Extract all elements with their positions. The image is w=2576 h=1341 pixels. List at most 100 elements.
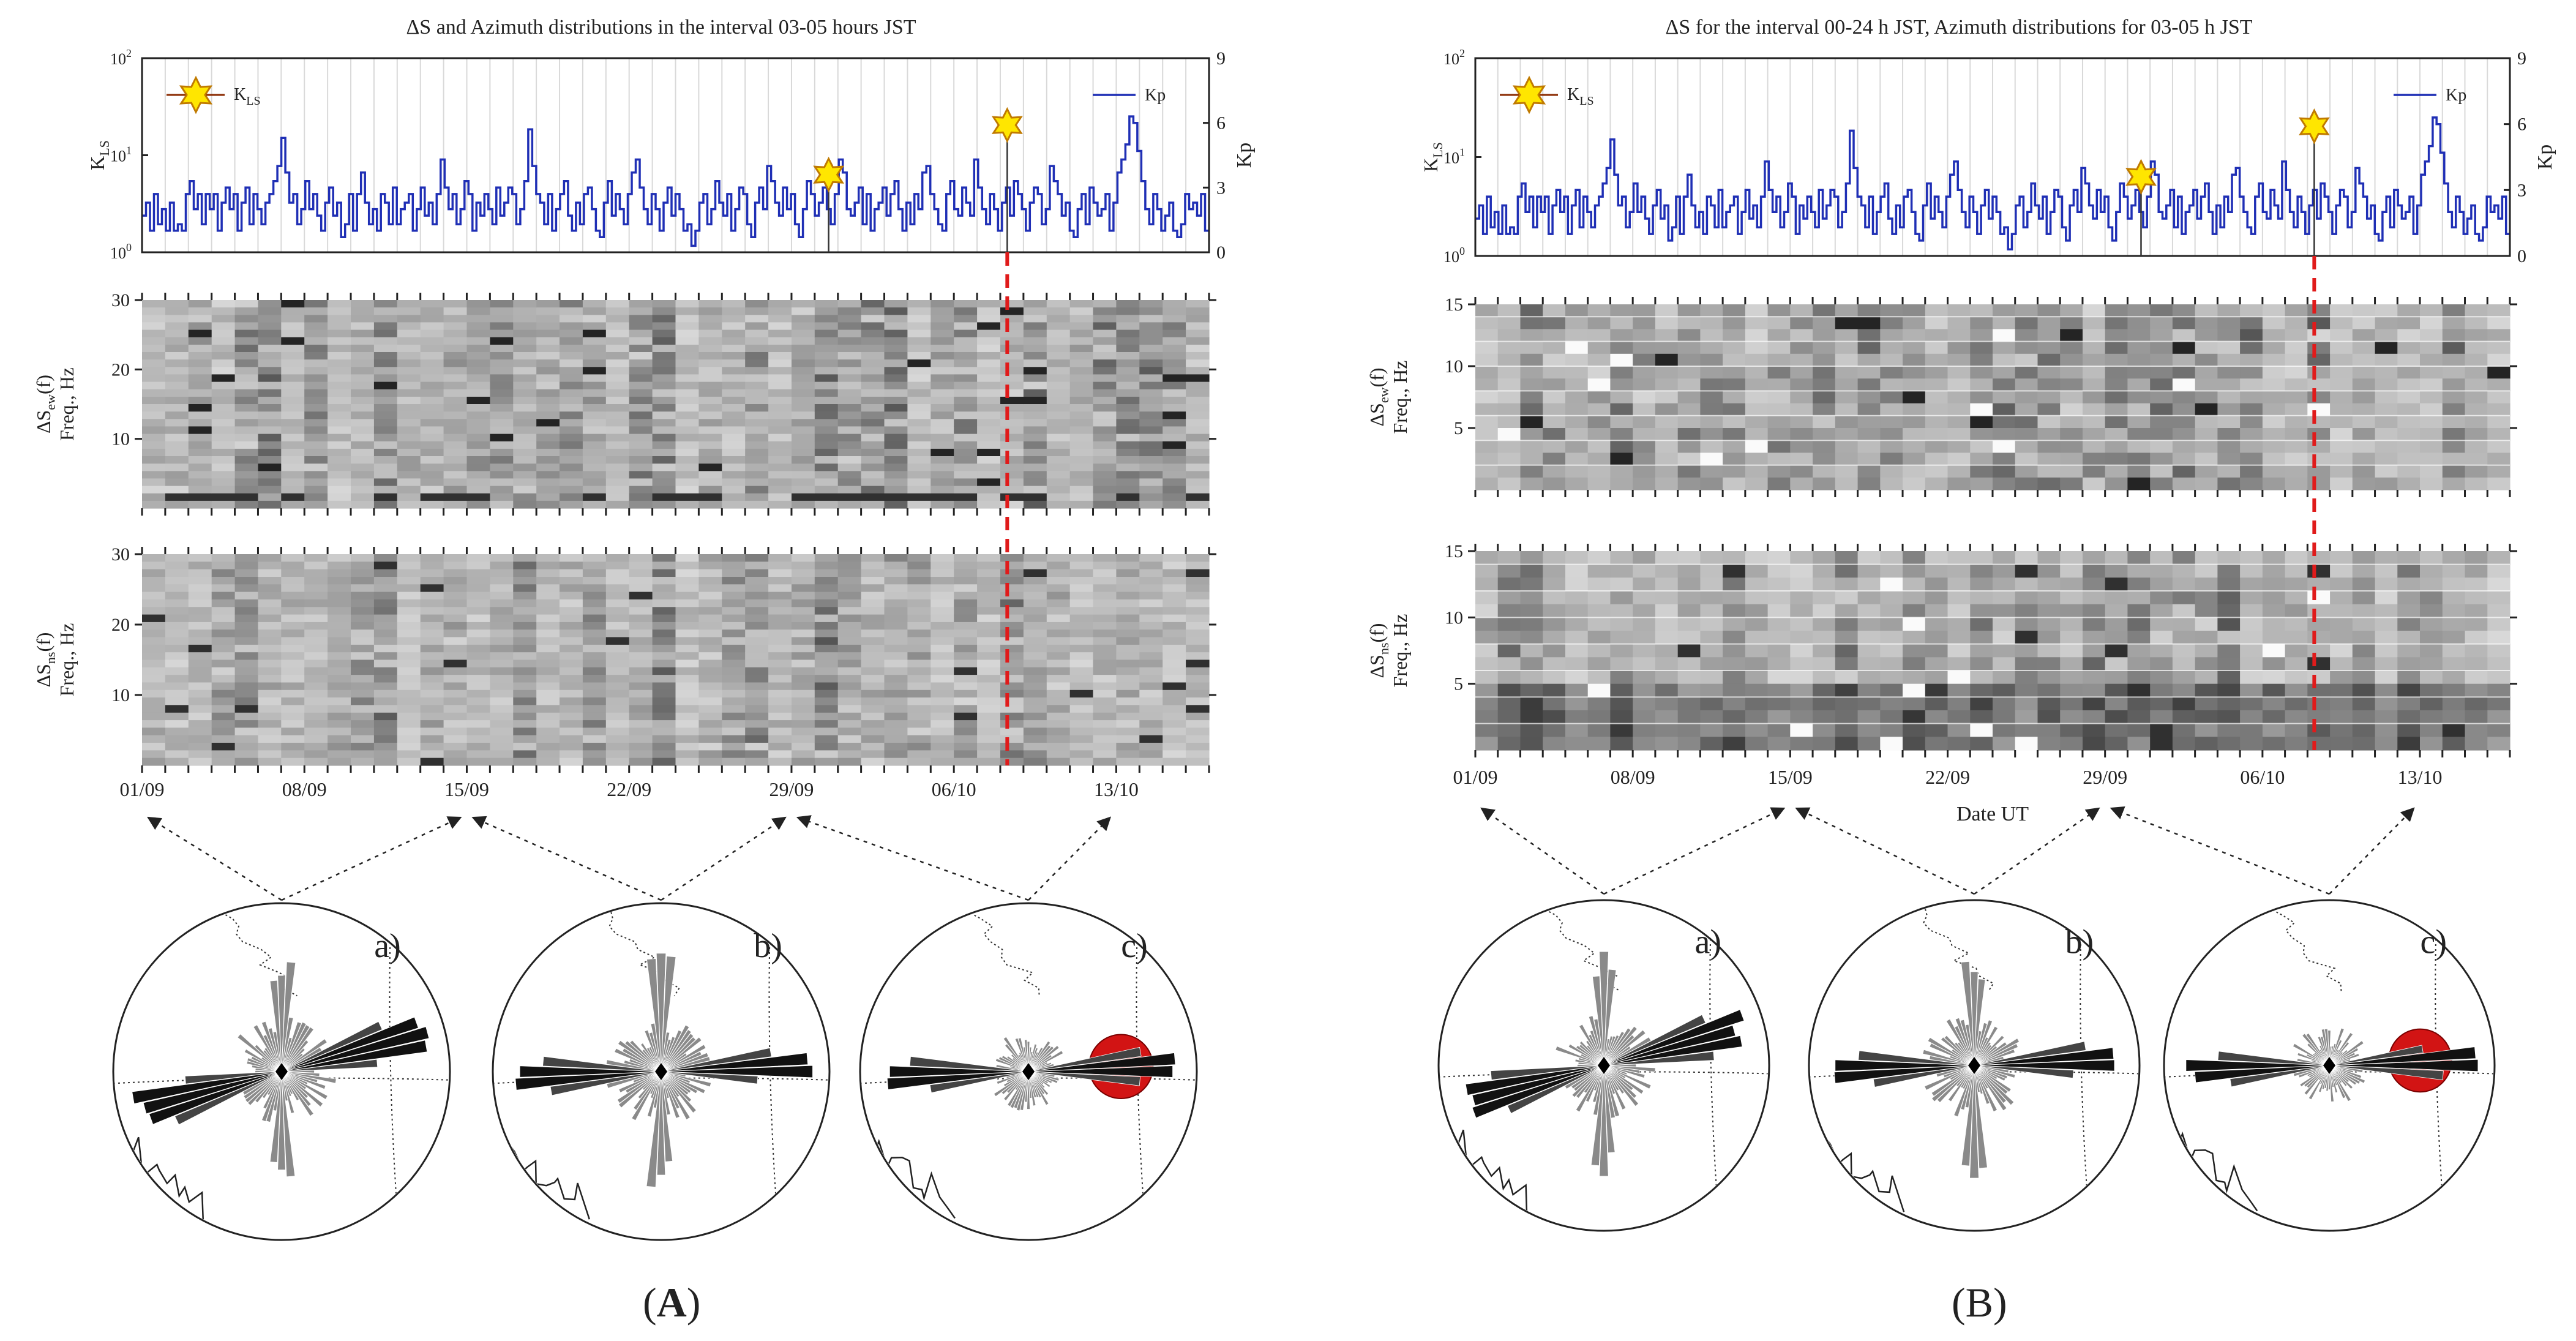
spectrogram-cell bbox=[1000, 381, 1024, 390]
spectrogram-cell bbox=[1565, 670, 1589, 685]
spectrogram-cell bbox=[1610, 477, 1633, 490]
spectrogram-cell bbox=[837, 689, 862, 698]
spectrogram-cell bbox=[420, 652, 444, 661]
spectrogram-cell bbox=[652, 478, 676, 487]
spectrogram-cell bbox=[1745, 366, 1769, 379]
spectrogram-cell bbox=[1139, 652, 1163, 661]
spectrogram-cell bbox=[373, 404, 398, 412]
spectrogram-cell bbox=[1116, 315, 1140, 323]
spectrogram-cell bbox=[2015, 657, 2038, 671]
spectrogram-cell bbox=[373, 389, 398, 397]
spectrogram-cell bbox=[2060, 657, 2083, 671]
spectrogram-cell bbox=[954, 727, 978, 736]
spectrogram-cell bbox=[2172, 341, 2196, 355]
spectrogram-cell bbox=[884, 750, 908, 759]
spectrogram-cell bbox=[373, 622, 398, 630]
spectrogram-cell bbox=[188, 426, 212, 435]
spectrogram-cell bbox=[2442, 604, 2466, 618]
spectrogram-cell bbox=[2330, 657, 2353, 671]
spectrogram-cell bbox=[1700, 378, 1723, 391]
spectrogram-cell bbox=[629, 456, 653, 464]
spectrogram-cell bbox=[907, 607, 931, 615]
spectrogram-cell bbox=[698, 500, 722, 509]
spectrogram-cell bbox=[1925, 737, 1949, 751]
spectrogram-cell bbox=[814, 644, 839, 653]
spectrogram-cell bbox=[2330, 440, 2353, 453]
rose-petal bbox=[550, 1071, 662, 1096]
spectrogram-cell bbox=[1186, 434, 1210, 442]
spectrogram-cell bbox=[211, 396, 236, 405]
spectrogram-cell bbox=[258, 577, 282, 585]
spectrogram-cell bbox=[1139, 315, 1163, 323]
spectrogram-cell bbox=[420, 637, 444, 645]
spectrogram-cell bbox=[1186, 411, 1210, 419]
spectrogram-cell bbox=[745, 629, 769, 638]
spectrogram-cell bbox=[2420, 683, 2443, 697]
spectrogram-cell bbox=[629, 448, 653, 457]
spectrogram-cell bbox=[1046, 569, 1071, 577]
spectrogram-cell bbox=[1520, 453, 1543, 466]
spectrogram-cell bbox=[1835, 415, 1859, 429]
spectrogram-cell bbox=[768, 322, 792, 331]
spectrogram-cell bbox=[1610, 329, 1633, 342]
spectrogram-cell bbox=[907, 478, 931, 487]
spectrogram-cell bbox=[420, 471, 444, 479]
spectrogram-cell bbox=[1093, 359, 1117, 367]
spectrogram-cell bbox=[2105, 378, 2128, 391]
spectrogram-cell bbox=[142, 486, 166, 494]
spectrogram-cell bbox=[675, 374, 699, 383]
spectrogram-cell bbox=[258, 562, 282, 570]
spectrogram-cell bbox=[2105, 577, 2128, 592]
spectrogram-cell bbox=[1835, 591, 1859, 605]
spectrogram-cell bbox=[1186, 637, 1210, 645]
spectrogram-cell bbox=[722, 682, 746, 691]
spectrogram-cell bbox=[397, 652, 421, 661]
spectrogram-cell bbox=[2397, 453, 2421, 466]
spectrogram-cell bbox=[1163, 599, 1186, 607]
spectrogram-cell bbox=[1475, 670, 1499, 685]
spectrogram-cell bbox=[907, 562, 931, 570]
spectrogram-cell bbox=[1000, 389, 1024, 397]
spectrogram-cell bbox=[1813, 657, 1836, 671]
spectrogram-cell bbox=[2060, 683, 2083, 697]
spectrogram-cell bbox=[281, 562, 305, 570]
spectrogram-cell bbox=[1116, 584, 1140, 593]
spectrogram-cell bbox=[582, 720, 607, 728]
spectrogram-cell bbox=[1163, 592, 1186, 600]
spectrogram-cell bbox=[2285, 697, 2308, 711]
spectrogram-cell bbox=[234, 667, 259, 675]
spectrogram-cell bbox=[513, 629, 537, 638]
spectrogram-cell bbox=[1610, 697, 1633, 711]
spectrogram-cell bbox=[2307, 591, 2331, 605]
spectrogram-cell bbox=[234, 478, 259, 487]
spectrogram-cell bbox=[977, 322, 1001, 331]
date-tick-label: 29/09 bbox=[769, 778, 814, 800]
spectrogram-cell bbox=[2037, 551, 2061, 565]
spectrogram-cell bbox=[1116, 307, 1140, 315]
spectrogram-cell bbox=[1767, 683, 1791, 697]
spectrogram-cell bbox=[1970, 453, 1993, 466]
spectrogram-cell bbox=[792, 411, 815, 419]
spectrogram-cell bbox=[1163, 750, 1186, 759]
spectrogram-cell bbox=[977, 592, 1001, 600]
spectrogram-cell bbox=[884, 675, 908, 683]
spectrogram-cell bbox=[490, 426, 514, 435]
spectrogram-cell bbox=[2240, 353, 2263, 367]
spectrogram-cell bbox=[1520, 353, 1543, 367]
spectrogram-cell bbox=[1139, 329, 1163, 338]
spectrogram-cell bbox=[652, 426, 676, 435]
spectrogram-cell bbox=[2172, 415, 2196, 429]
spectrogram-cell bbox=[165, 720, 189, 728]
spectrogram-cell bbox=[1993, 723, 2016, 737]
spectrogram-cell bbox=[397, 300, 421, 308]
spectrogram-cell bbox=[1813, 551, 1836, 565]
spectrogram-cell bbox=[2487, 391, 2510, 404]
spectrogram-cell bbox=[397, 562, 421, 570]
spectrogram-cell bbox=[675, 344, 699, 353]
spectrogram-cell bbox=[304, 381, 328, 390]
spectrogram-cell bbox=[1813, 591, 1836, 605]
spectrogram-cell bbox=[722, 359, 746, 367]
spectrogram-cell bbox=[1093, 448, 1117, 457]
spectrogram-cell bbox=[1723, 317, 1746, 329]
spectrogram-cell bbox=[1970, 341, 1993, 355]
